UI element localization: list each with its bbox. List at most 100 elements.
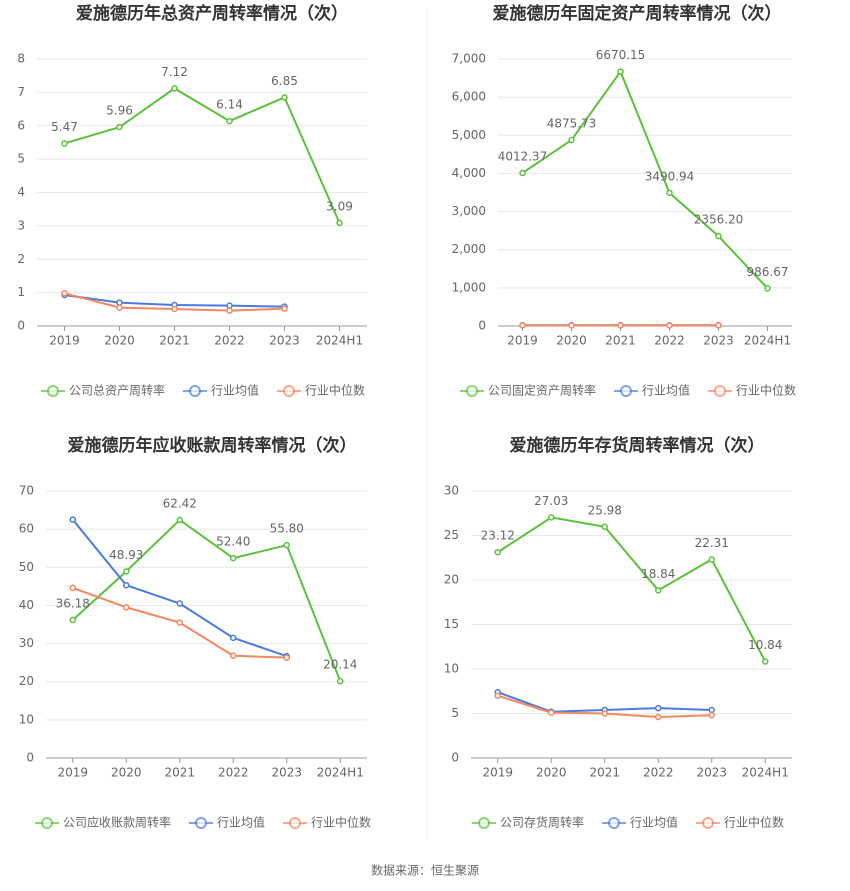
legend-label: 公司应收账款周转率 bbox=[63, 815, 171, 830]
data-label: 3.09 bbox=[326, 199, 353, 213]
data-point bbox=[171, 305, 178, 313]
data-label: 48.93 bbox=[109, 548, 143, 562]
data-label: 4012.37 bbox=[498, 149, 548, 163]
x-tick-label: 2021 bbox=[159, 334, 190, 348]
data-label: 6.14 bbox=[216, 98, 243, 112]
x-tick-label: 2023 bbox=[271, 766, 302, 780]
legend-label: 行业均值 bbox=[211, 383, 259, 398]
data-point bbox=[519, 169, 526, 177]
x-tick-label: 2024H1 bbox=[744, 334, 791, 348]
data-label: 5.96 bbox=[106, 104, 133, 118]
data-label: 27.03 bbox=[534, 494, 568, 508]
series-line bbox=[72, 518, 342, 682]
y-tick-label: 2,000 bbox=[452, 242, 486, 256]
data-point bbox=[226, 117, 233, 125]
legend-label: 公司固定资产周转率 bbox=[488, 383, 596, 398]
series-line bbox=[64, 87, 341, 224]
data-point bbox=[655, 704, 662, 712]
data-point bbox=[601, 710, 608, 717]
y-tick-label: 20 bbox=[444, 573, 459, 587]
legend-marker bbox=[714, 385, 726, 397]
y-tick-label: 1 bbox=[17, 285, 25, 299]
data-point bbox=[519, 322, 526, 329]
y-tick-label: 4,000 bbox=[452, 166, 486, 180]
x-tick-label: 2020 bbox=[111, 766, 142, 780]
y-tick-label: 5 bbox=[17, 152, 25, 166]
x-tick-label: 2023 bbox=[696, 766, 727, 780]
series-line bbox=[71, 518, 288, 658]
source: 数据来源：恒生聚源 bbox=[371, 863, 479, 878]
chart-title: 爱施德历年固定资产周转率情况（次） bbox=[493, 3, 782, 24]
x-tick-label: 2023 bbox=[269, 334, 300, 348]
series-line bbox=[521, 69, 769, 290]
data-label: 986.67 bbox=[747, 265, 789, 279]
x-tick-label: 2022 bbox=[654, 334, 685, 348]
data-label: 36.18 bbox=[56, 596, 90, 610]
data-point bbox=[655, 713, 662, 721]
data-label: 23.12 bbox=[481, 529, 515, 543]
y-tick-label: 6 bbox=[17, 118, 25, 132]
data-point bbox=[494, 548, 501, 556]
x-tick-label: 2021 bbox=[605, 334, 636, 348]
data-point bbox=[494, 692, 501, 699]
series-line bbox=[497, 516, 767, 662]
y-tick-label: 10 bbox=[444, 662, 459, 676]
legend-label: 公司总资产周转率 bbox=[69, 383, 165, 398]
data-point bbox=[176, 600, 183, 607]
data-point bbox=[116, 304, 123, 311]
data-label: 3490.94 bbox=[645, 169, 695, 183]
chart-title: 爱施德历年存货周转率情况（次） bbox=[510, 435, 765, 456]
y-tick-label: 7 bbox=[17, 85, 25, 99]
data-label: 20.14 bbox=[323, 658, 357, 672]
x-tick-label: 2019 bbox=[482, 766, 513, 780]
x-tick-label: 2022 bbox=[218, 766, 249, 780]
data-point bbox=[548, 709, 555, 716]
legend-label: 公司存货周转率 bbox=[500, 815, 584, 830]
legend-label: 行业均值 bbox=[630, 815, 678, 830]
data-point bbox=[715, 322, 722, 329]
y-tick-label: 30 bbox=[19, 636, 34, 650]
x-tick-label: 2020 bbox=[536, 766, 567, 780]
data-point bbox=[61, 290, 68, 297]
data-label: 5.47 bbox=[51, 120, 78, 134]
y-tick-label: 15 bbox=[444, 617, 459, 631]
y-tick-label: 1,000 bbox=[452, 280, 486, 294]
data-point bbox=[123, 604, 130, 611]
data-point bbox=[283, 654, 290, 661]
data-point bbox=[123, 568, 130, 575]
x-tick-label: 2019 bbox=[49, 334, 80, 348]
y-tick-label: 60 bbox=[19, 522, 34, 536]
data-point bbox=[230, 634, 237, 642]
y-tick-label: 0 bbox=[26, 751, 34, 765]
data-point bbox=[281, 305, 288, 312]
data-label: 7.12 bbox=[161, 65, 188, 79]
y-tick-label: 2 bbox=[17, 252, 25, 266]
x-tick-label: 2022 bbox=[643, 766, 674, 780]
y-tick-label: 40 bbox=[19, 598, 34, 612]
x-tick-label: 2021 bbox=[164, 766, 195, 780]
legend-marker bbox=[283, 385, 295, 397]
data-point bbox=[61, 140, 68, 147]
legend-label: 行业中位数 bbox=[305, 383, 365, 398]
data-point bbox=[762, 658, 769, 665]
data-point bbox=[715, 232, 722, 240]
y-tick-label: 20 bbox=[19, 674, 34, 688]
x-tick-label: 2019 bbox=[57, 766, 88, 780]
data-point bbox=[230, 652, 237, 660]
data-point bbox=[281, 94, 288, 101]
data-label: 25.98 bbox=[588, 503, 622, 517]
x-tick-label: 2020 bbox=[556, 334, 587, 348]
legend-marker bbox=[478, 817, 490, 829]
data-label: 4875.73 bbox=[547, 117, 597, 131]
data-point bbox=[226, 302, 233, 309]
y-tick-label: 25 bbox=[444, 528, 459, 542]
data-label: 52.40 bbox=[216, 535, 250, 549]
data-point bbox=[176, 619, 183, 626]
y-tick-label: 50 bbox=[19, 560, 34, 574]
data-label: 2356.20 bbox=[694, 213, 744, 227]
x-tick-label: 2019 bbox=[507, 334, 538, 348]
legend-marker bbox=[466, 385, 478, 397]
data-point bbox=[123, 581, 130, 589]
legend-marker bbox=[47, 385, 59, 397]
